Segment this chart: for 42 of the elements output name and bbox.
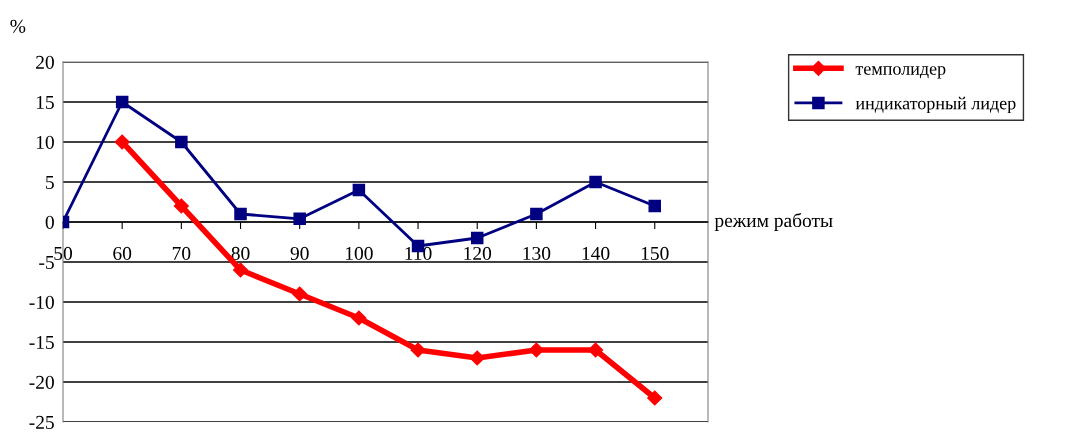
x-tick-label: 150: [641, 246, 669, 260]
x-tick-label: 80: [231, 246, 250, 260]
point: [173, 198, 189, 214]
x-tick-label: 100: [346, 246, 373, 260]
x-tick-label: 130: [523, 246, 551, 260]
legend-label: индикаторный лидер: [855, 96, 1016, 114]
point: [351, 310, 367, 326]
y-tick-label: 10: [36, 135, 54, 149]
point: [589, 175, 602, 189]
point: [648, 199, 661, 213]
point: [115, 95, 129, 109]
point: [470, 231, 484, 245]
y-tick-label: -20: [29, 375, 54, 389]
y-axis-title: %: [10, 19, 26, 33]
x-axis-title: режим работы: [714, 212, 833, 232]
y-tick-label: 20: [36, 55, 54, 69]
legend-label: темполидер: [855, 66, 946, 79]
x-tick-label: 90: [290, 246, 309, 260]
point: [410, 342, 426, 358]
y-tick-label: -10: [29, 295, 54, 309]
point: [469, 350, 485, 366]
y-tick-label: -25: [29, 415, 54, 429]
point: [232, 262, 249, 278]
point: [114, 134, 130, 150]
y-tick-label: -5: [39, 256, 54, 269]
point: [647, 390, 663, 406]
x-tick-label: 60: [113, 246, 132, 260]
point: [528, 342, 544, 358]
point: [352, 183, 366, 197]
x-tick-label: 70: [172, 246, 191, 260]
y-tick-label: -15: [29, 335, 54, 349]
point: [234, 207, 247, 221]
point: [175, 135, 188, 149]
y-tick-label: 5: [46, 176, 54, 189]
y-tick-label: 15: [36, 95, 54, 109]
x-tick-label: 140: [582, 246, 610, 260]
x-tick-label: 120: [464, 246, 492, 260]
point: [292, 286, 308, 302]
point: [293, 212, 306, 226]
point: [530, 207, 543, 221]
x-tick-label: 50: [54, 246, 72, 260]
y-tick-label: 0: [45, 215, 54, 229]
